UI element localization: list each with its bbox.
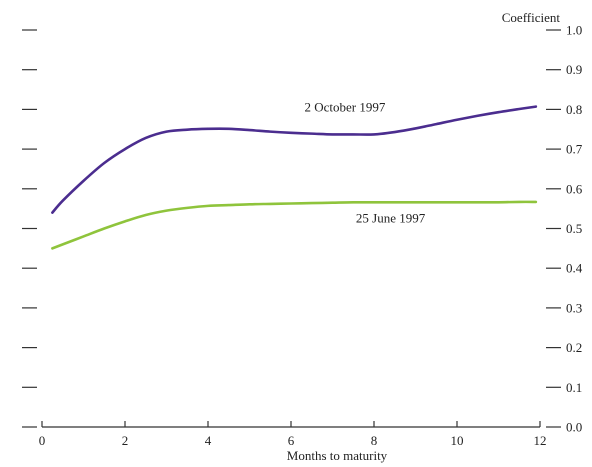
x-tick-label: 10	[451, 433, 464, 448]
series-label-june-1997: 25 June 1997	[356, 211, 426, 226]
series-line-june-1997	[51, 200, 538, 250]
y-tick-label: 0.0	[566, 420, 582, 435]
x-tick-label: 8	[371, 433, 378, 448]
x-tick-label: 0	[39, 433, 46, 448]
series-lines	[51, 105, 538, 250]
y-tick-label: 0.4	[566, 261, 583, 276]
y-tick-label: 0.7	[566, 142, 583, 157]
series-labels: 2 October 1997 25 June 1997	[305, 99, 426, 225]
x-tick-label: 12	[534, 433, 547, 448]
x-axis-title: Months to maturity	[287, 448, 388, 463]
y-tick-label: 0.8	[566, 102, 582, 117]
x-tick-label: 6	[288, 433, 295, 448]
y-tick-label: 1.0	[566, 23, 582, 38]
series-line-october-1997	[51, 105, 538, 214]
x-tick-label: 2	[122, 433, 129, 448]
y-tick-label: 0.1	[566, 380, 582, 395]
axes: 0 2 4 6 8 10 12 0.0 0.1 0.2 0.3 0.4 0.5 0.6 0.7 0.8 0.9 1…	[22, 23, 583, 448]
y-axis-title: Coefficient	[502, 10, 561, 25]
x-tick-label: 4	[205, 433, 212, 448]
y-tick-label: 0.3	[566, 300, 582, 315]
y-tick-label: 0.5	[566, 221, 582, 236]
y-tick-label: 0.2	[566, 340, 582, 355]
y-tick-label: 0.9	[566, 62, 582, 77]
series-label-october-1997: 2 October 1997	[305, 99, 386, 114]
y-tick-label: 0.6	[566, 181, 583, 196]
